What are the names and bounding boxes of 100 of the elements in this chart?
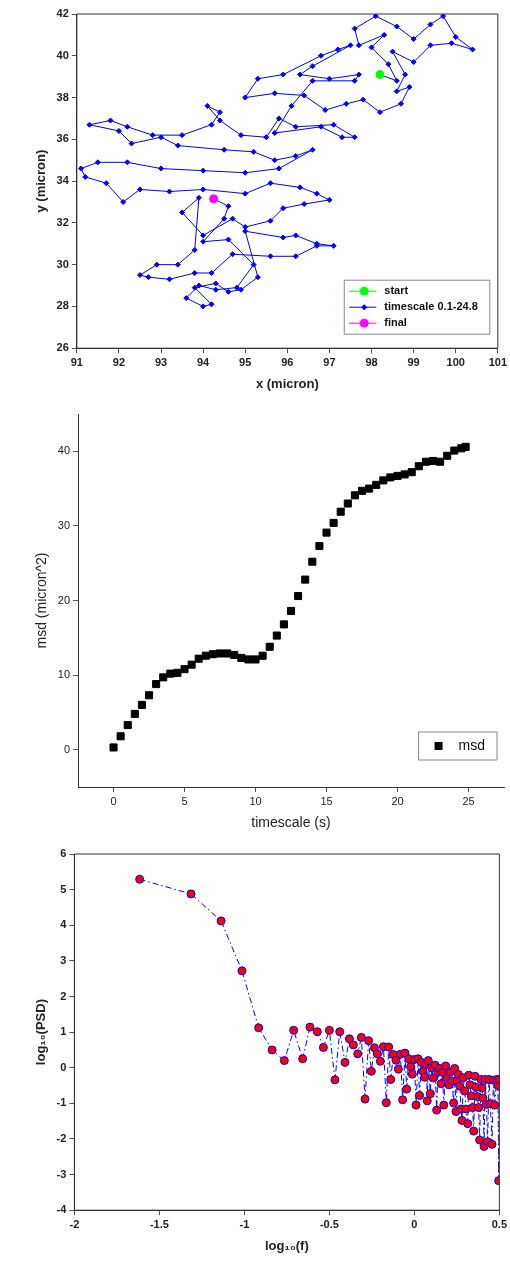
point (187, 660, 196, 669)
y-tick-label: 40 (57, 444, 71, 457)
point (450, 446, 459, 455)
point (215, 649, 225, 658)
legend-label: timescale 0.1-24.8 (384, 300, 478, 313)
point (301, 575, 310, 584)
point (286, 606, 296, 615)
point (322, 528, 331, 537)
y-tick-label: -4 (56, 1203, 68, 1216)
point (223, 649, 232, 658)
point (237, 653, 246, 662)
point (393, 471, 402, 480)
y-tick-label: 0 (63, 742, 71, 755)
x-axis-title: x (micron) (255, 375, 319, 391)
point (365, 484, 374, 493)
x-tick-label: 92 (112, 355, 126, 368)
x-tick-label: -1.5 (149, 1217, 169, 1230)
x-tick-label: -0.5 (319, 1217, 339, 1230)
x-tick-label: 95 (239, 355, 252, 368)
point (386, 473, 395, 482)
point (173, 668, 182, 677)
y-tick-label: 0 (60, 1060, 67, 1073)
x-tick-label: 99 (407, 355, 420, 368)
point (294, 591, 303, 601)
point (372, 480, 381, 489)
point (343, 499, 352, 508)
point (152, 680, 161, 689)
y-axis-title: msd (micron^2) (33, 552, 50, 649)
y-tick-label: 26 (56, 341, 69, 354)
point (116, 732, 125, 741)
x-tick-label: 101 (488, 355, 507, 368)
y-tick-label: 36 (56, 132, 69, 145)
point (443, 451, 452, 460)
x-tick-label: 97 (323, 355, 336, 368)
y-tick-label: 38 (56, 90, 69, 103)
x-tick-label: -2 (69, 1217, 80, 1230)
point (379, 476, 388, 485)
x-tick-label: 25 (462, 794, 475, 807)
y-tick-label: 1 (60, 1025, 67, 1038)
x-tick-label: 15 (320, 794, 333, 807)
y-axis-title: log₁₀(PSD) (33, 999, 49, 1066)
y-tick-label: -3 (56, 1167, 67, 1180)
x-tick-label: 10 (249, 794, 262, 807)
x-tick-label: -1 (239, 1217, 250, 1230)
x-tick-label: 96 (281, 355, 294, 368)
y-tick-label: -2 (56, 1131, 67, 1144)
point (407, 468, 416, 477)
point (201, 651, 210, 660)
y-tick-label: 32 (56, 215, 69, 228)
x-tick-label: 98 (365, 355, 378, 368)
point (159, 673, 168, 682)
point (251, 655, 260, 664)
x-tick-label: 91 (70, 355, 83, 368)
y-tick-label: 10 (57, 668, 71, 681)
x-tick-label: 94 (197, 355, 211, 368)
point (279, 620, 288, 629)
point (194, 654, 203, 663)
point (315, 542, 324, 551)
x-axis-title: timescale (s) (251, 814, 331, 831)
point (336, 507, 345, 516)
point (230, 650, 239, 659)
x-axis-title: log₁₀(f) (265, 1237, 309, 1253)
point (137, 700, 146, 709)
x-tick-label: 20 (391, 794, 404, 807)
point (414, 462, 423, 471)
point (350, 491, 359, 500)
y-tick-label: 4 (60, 918, 68, 931)
point (265, 642, 274, 651)
x-tick-label: 93 (154, 355, 168, 368)
point (308, 557, 317, 566)
legend-label: start (384, 284, 409, 297)
y-tick-label: 40 (56, 48, 69, 61)
y-tick-label: 5 (60, 882, 67, 895)
y-tick-label: 30 (57, 518, 71, 531)
y-tick-label: 6 (60, 847, 67, 860)
point (329, 518, 338, 527)
y-tick-label: 34 (56, 174, 70, 187)
point (400, 470, 409, 479)
point (272, 631, 281, 640)
point (357, 486, 367, 495)
legend-label: final (384, 316, 407, 329)
point (180, 665, 189, 674)
point (130, 709, 139, 718)
point (166, 669, 175, 678)
point (258, 651, 267, 660)
point (461, 442, 470, 451)
point (144, 691, 154, 700)
y-tick-label: 20 (57, 593, 71, 606)
x-tick-label: 0.5 (491, 1217, 507, 1230)
y-axis-title: y (micron) (33, 149, 49, 213)
point (436, 457, 445, 466)
x-tick-label: 0 (110, 794, 117, 807)
point (244, 655, 253, 664)
legend-label: msd (458, 736, 485, 753)
x-tick-label: 100 (446, 355, 465, 368)
y-tick-label: 3 (60, 953, 67, 966)
point (109, 743, 118, 752)
point (123, 721, 132, 730)
x-tick-label: 5 (181, 794, 188, 807)
y-tick-label: -1 (56, 1096, 67, 1109)
